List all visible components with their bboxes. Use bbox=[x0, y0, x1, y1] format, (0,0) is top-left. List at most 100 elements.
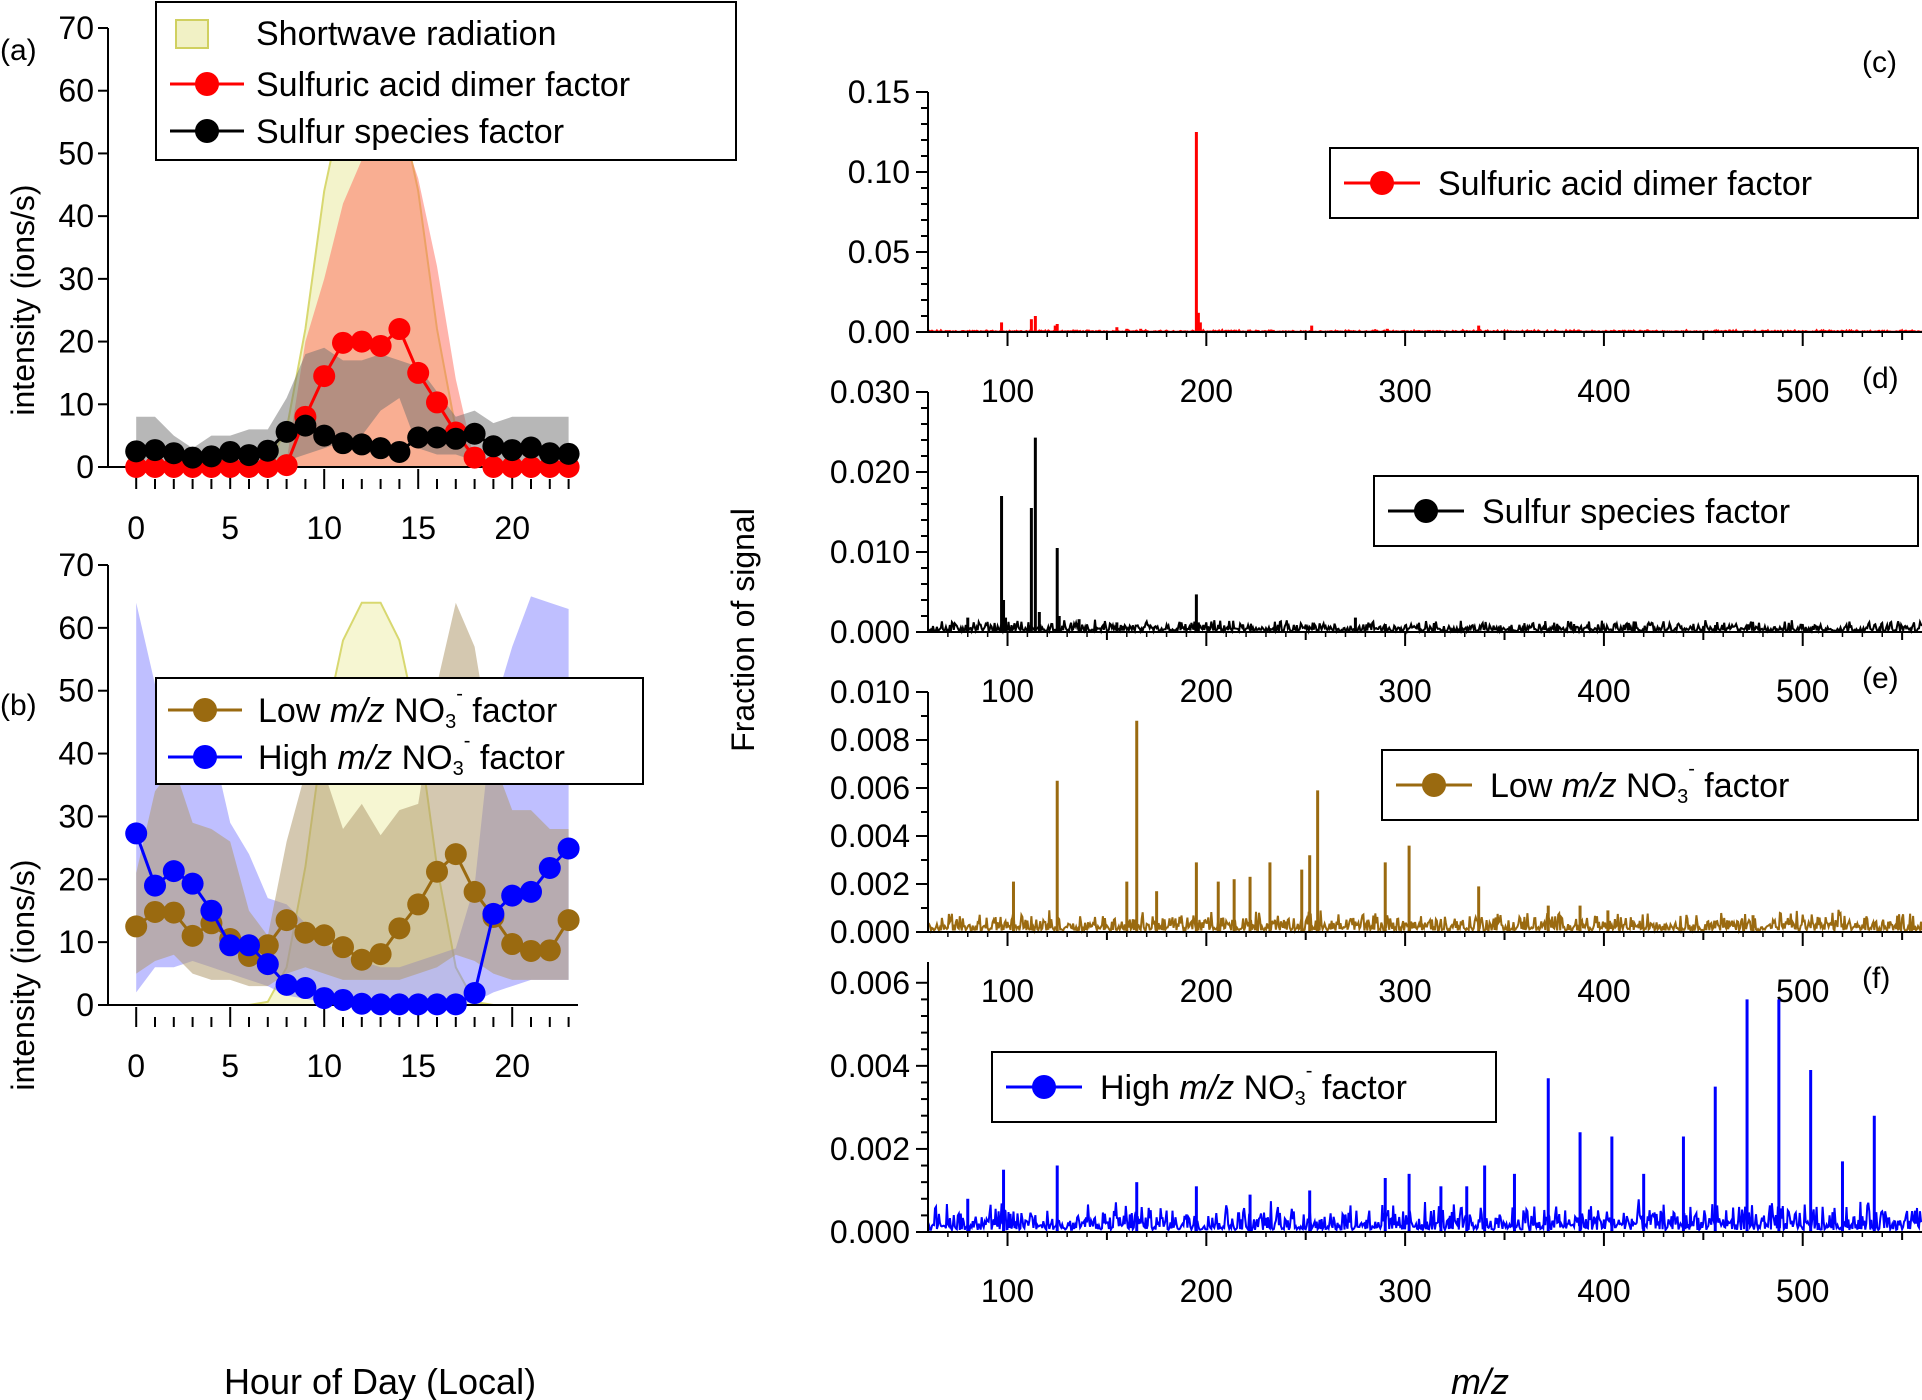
panel-label-f: (f) bbox=[1862, 962, 1890, 995]
series-point bbox=[426, 426, 448, 449]
y-tick-label: 0.006 bbox=[830, 965, 910, 1001]
panel-label-c: (c) bbox=[1862, 46, 1897, 79]
y-tick-label: 0.008 bbox=[830, 722, 910, 758]
legend-label: Sulfuric acid dimer factor bbox=[1438, 165, 1812, 203]
legend-label: Low m/z NO3- factor bbox=[258, 683, 557, 733]
series-point bbox=[332, 988, 354, 1011]
panel-label-d: (d) bbox=[1862, 362, 1899, 395]
y-tick-label: 0.10 bbox=[848, 154, 910, 190]
series-point bbox=[313, 987, 336, 1010]
series-point bbox=[520, 436, 542, 459]
y-tick-label: 0.006 bbox=[830, 770, 910, 806]
y-tick-label: 30 bbox=[58, 261, 94, 297]
spectrum-baseline bbox=[927, 1199, 1922, 1234]
series-point bbox=[200, 899, 223, 922]
x-tick-label: 15 bbox=[400, 1048, 436, 1084]
legend-marker bbox=[195, 72, 219, 96]
y-axis-label-a: intensity (ions/s) bbox=[5, 184, 41, 415]
y-tick-label: 0.15 bbox=[848, 74, 910, 110]
x-tick-label: 200 bbox=[1180, 1273, 1233, 1309]
y-tick-label: 70 bbox=[58, 10, 94, 46]
series-point bbox=[388, 917, 411, 940]
series-point bbox=[369, 334, 392, 357]
series-point bbox=[482, 902, 505, 925]
series-point bbox=[407, 993, 430, 1016]
series-point bbox=[538, 442, 561, 465]
series-point bbox=[501, 456, 524, 478]
x-tick-label: 20 bbox=[494, 510, 530, 546]
y-tick-label: 70 bbox=[58, 547, 94, 583]
legend-label: High m/z NO3- factor bbox=[258, 730, 565, 780]
series-point bbox=[501, 933, 524, 956]
x-tick-label: 0 bbox=[127, 510, 145, 546]
legend-marker bbox=[195, 119, 219, 143]
x-tick-label: 10 bbox=[306, 510, 342, 546]
series-point bbox=[444, 993, 467, 1016]
series-point bbox=[369, 993, 392, 1016]
legend-marker bbox=[1414, 499, 1438, 523]
series-point bbox=[501, 439, 524, 462]
series-point bbox=[125, 915, 148, 938]
series-point bbox=[557, 909, 580, 932]
series-point bbox=[125, 456, 148, 478]
y-tick-label: 0.000 bbox=[830, 914, 910, 950]
panel-f: 0.000 0.002 0.004 0.006 100 200 300 400 500 High … bbox=[830, 962, 1922, 1309]
legend-label: Sulfur species factor bbox=[1482, 493, 1790, 531]
series-point bbox=[332, 936, 354, 959]
series-point bbox=[350, 992, 373, 1015]
y-tick-label: 10 bbox=[58, 386, 94, 422]
series-point bbox=[162, 901, 185, 924]
x-tick-label: 300 bbox=[1378, 1273, 1431, 1309]
y-tick-label: 0 bbox=[76, 987, 94, 1023]
legend-label: Shortwave radiation bbox=[256, 15, 557, 53]
spectrum-baseline bbox=[927, 618, 1922, 635]
panel-b: 0 10 20 30 40 50 60 70 0 5 10 15 20 Low m/z NO3- fact… bbox=[58, 547, 644, 1084]
legend-marker bbox=[1422, 773, 1446, 797]
series-point bbox=[219, 934, 242, 957]
x-tick-label: 20 bbox=[494, 1048, 530, 1084]
series-point bbox=[256, 456, 279, 478]
series-point bbox=[125, 440, 148, 463]
x-tick-label: 400 bbox=[1577, 373, 1630, 409]
panel-c: 0.00 0.05 0.10 0.15 100 200 300 400 500 Sulfuric … bbox=[848, 74, 1922, 409]
panel-d: 0.000 0.010 0.020 0.030 100 200 300 400 500 Sulfu… bbox=[830, 374, 1922, 709]
series-point bbox=[463, 982, 486, 1005]
legend-label: High m/z NO3- factor bbox=[1100, 1060, 1407, 1110]
series-point bbox=[144, 874, 166, 897]
series-point bbox=[407, 426, 430, 449]
legend-marker bbox=[1370, 171, 1394, 195]
series-point bbox=[557, 837, 580, 860]
series-point bbox=[369, 943, 392, 966]
y-axis-label-fraction: Fraction of signal bbox=[725, 508, 761, 752]
y-tick-label: 0.00 bbox=[848, 314, 910, 350]
series-point bbox=[219, 440, 242, 463]
series-point bbox=[313, 365, 336, 388]
x-tick-label: 300 bbox=[1378, 673, 1431, 709]
series-point bbox=[144, 439, 166, 462]
series-point bbox=[219, 456, 242, 478]
legend-box bbox=[1373, 475, 1919, 547]
y-axis-label-b: intensity (ions/s) bbox=[5, 859, 41, 1090]
y-tick-label: 20 bbox=[58, 861, 94, 897]
series-point bbox=[407, 893, 430, 916]
series-point bbox=[162, 442, 185, 465]
x-tick-label: 100 bbox=[981, 1273, 1034, 1309]
legend-marker bbox=[193, 698, 217, 722]
x-tick-label: 200 bbox=[1180, 673, 1233, 709]
series-point bbox=[520, 880, 542, 903]
series-point bbox=[275, 909, 298, 932]
y-tick-label: 40 bbox=[58, 198, 94, 234]
y-tick-label: 60 bbox=[58, 610, 94, 646]
series-point bbox=[482, 435, 505, 458]
series-point bbox=[407, 361, 430, 384]
x-tick-label: 300 bbox=[1378, 973, 1431, 1009]
panel-label-a: (a) bbox=[0, 34, 37, 67]
legend-label: Low m/z NO3- factor bbox=[1490, 758, 1789, 808]
x-tick-label: 5 bbox=[221, 1048, 239, 1084]
series-point bbox=[256, 934, 279, 957]
band-sulfuric-acid-dimer-factor-range bbox=[136, 122, 569, 467]
series-point bbox=[388, 440, 411, 463]
series-point bbox=[181, 924, 204, 947]
series-point bbox=[444, 427, 467, 450]
series-point bbox=[463, 880, 486, 903]
